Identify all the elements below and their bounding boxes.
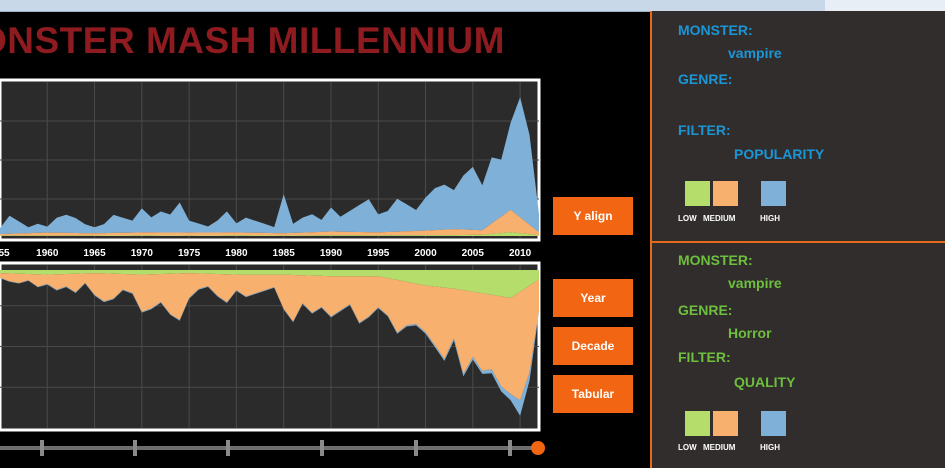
tabular-button[interactable]: Tabular [553,375,633,413]
x-tick-label: 1965 [83,248,106,259]
legend-low-label: LOW [678,443,697,452]
legend-low-label: LOW [678,214,697,223]
legend-high-label: HIGH [760,214,780,223]
x-tick-label: 1995 [367,248,390,259]
page-title: ONSTER MASH MILLENNIUM [0,20,505,61]
area-series [0,97,539,235]
x-tick-label: 1990 [320,248,343,259]
x-tick-label: 1975 [178,248,201,259]
monster-label: MONSTER: [678,252,753,268]
timeline-handle[interactable] [531,441,545,455]
filter-label: FILTER: [678,122,731,138]
y-align-button[interactable]: Y align [553,197,633,235]
monster-label: MONSTER: [678,22,753,38]
window-top-bar [0,0,945,12]
timeline-tick [414,440,418,456]
window-top-bar-segment [825,0,945,11]
genre-label: GENRE: [678,302,733,318]
x-tick-label: 55 [0,248,10,259]
x-tick-label: 2000 [414,248,437,259]
x-tick-label: 2010 [509,248,532,259]
bottom-chart-areas [0,270,539,416]
stream-charts: 55 1960 1965 1970 1975 1980 1985 1990 1995 2000 20… [0,78,545,456]
filter-value: QUALITY [734,374,796,390]
legend-low-swatch [685,411,710,436]
panel-divider [652,241,945,243]
monster-value: vampire [728,275,782,291]
genre-value: Horror [728,325,772,341]
area-series [0,232,539,236]
filter-label: FILTER: [678,349,731,365]
timeline-tick [40,440,44,456]
legend-high-swatch [761,411,786,436]
monster-value: vampire [728,45,782,61]
timeline-tick [320,440,324,456]
x-tick-label: 1960 [36,248,59,259]
x-tick-label: 2005 [462,248,485,259]
timeline-tick [133,440,137,456]
timeline-tick [226,440,230,456]
area-series [0,273,539,401]
filter-value: POPULARITY [734,146,825,162]
area-series [0,209,539,236]
timeline-slider[interactable] [40,440,512,456]
legend-low-swatch [685,181,710,206]
top-chart-areas [0,97,539,236]
x-axis-ticks: 55 1960 1965 1970 1975 1980 1985 1990 1995 2000 20… [0,248,532,259]
area-series [0,270,539,298]
timeline-tick [508,440,512,456]
x-tick-label: 1985 [273,248,296,259]
legend-high-label: HIGH [760,443,780,452]
legend-medium-swatch [713,181,738,206]
legend-medium-label: MEDIUM [703,214,736,223]
genre-label: GENRE: [678,71,733,87]
year-button[interactable]: Year [553,279,633,317]
x-tick-label: 1970 [131,248,154,259]
legend-medium-swatch [713,411,738,436]
decade-button[interactable]: Decade [553,327,633,365]
legend-medium-label: MEDIUM [703,443,736,452]
legend-high-swatch [761,181,786,206]
info-panel: MONSTER: vampire GENRE: FILTER: POPULARI… [650,11,945,468]
x-tick-label: 1980 [225,248,248,259]
